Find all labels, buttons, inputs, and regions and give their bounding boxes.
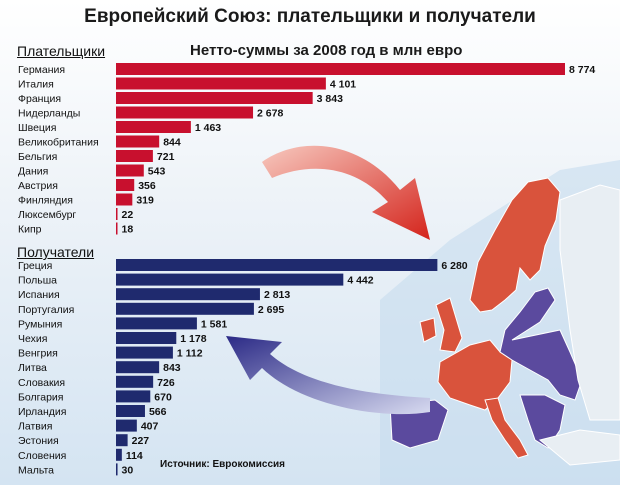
recipients-value-label: 2 695 <box>258 304 284 316</box>
recipients-value-label: 6 280 <box>441 260 467 272</box>
recipients-bar <box>116 317 197 330</box>
recipients-value-label: 30 <box>122 464 134 476</box>
payers-category-label: Люксембург <box>18 209 76 221</box>
main-title: Европейский Союз: плательщики и получате… <box>84 6 536 27</box>
payers-bar <box>116 63 565 75</box>
payers-category-label: Кипр <box>18 224 42 236</box>
payers-bar <box>116 106 254 119</box>
recipients-bar <box>116 273 344 286</box>
recipients-value-label: 114 <box>126 450 143 462</box>
recipients-value-label: 843 <box>163 362 181 374</box>
payers-category-label: Финляндия <box>18 195 73 207</box>
payers-bar <box>116 92 313 104</box>
payers-value-label: 844 <box>163 137 181 149</box>
recipients-section-label: Получатели <box>17 244 94 260</box>
recipients-bar <box>116 390 151 403</box>
recipients-bar <box>116 346 173 359</box>
recipients-bar <box>116 419 137 432</box>
recipients-category-label: Болгария <box>18 391 63 403</box>
payers-bar <box>116 164 144 177</box>
recipients-bar <box>116 405 145 417</box>
payers-category-label: Дания <box>18 166 48 178</box>
recipients-category-label: Чехия <box>18 333 47 345</box>
map-ireland <box>419 317 437 343</box>
recipients-category-label: Румыния <box>18 318 62 330</box>
arrow-recipients-icon <box>226 336 430 415</box>
payers-bar <box>116 135 160 148</box>
payers-bar <box>116 121 191 133</box>
recipients-value-label: 726 <box>157 377 175 389</box>
payers-value-label: 18 <box>122 224 134 236</box>
payers-category-label: Великобритания <box>18 137 99 149</box>
recipients-category-label: Латвия <box>18 421 52 433</box>
payers-bar <box>116 179 135 191</box>
recipients-bar <box>116 332 177 344</box>
map-west-europe <box>437 339 513 411</box>
recipients-value-label: 4 442 <box>347 275 373 287</box>
payers-bar <box>116 150 153 162</box>
recipients-bar <box>116 375 154 388</box>
payers-value-label: 543 <box>148 166 166 178</box>
payers-category-label: Франция <box>18 93 61 105</box>
payers-section-label: Плательщики <box>17 43 105 59</box>
recipients-bar <box>116 434 128 447</box>
payers-section-title: Плательщики <box>17 43 106 59</box>
payers-value-label: 356 <box>138 180 156 192</box>
map-italy <box>484 397 529 459</box>
recipients-value-label: 407 <box>141 421 159 433</box>
recipients-value-label: 1 112 <box>177 348 203 360</box>
recipients-category-label: Польша <box>18 275 57 287</box>
payers-value-label: 22 <box>122 209 134 221</box>
recipients-category-label: Словения <box>18 450 66 462</box>
payers-category-label: Германия <box>18 64 65 76</box>
map-uk <box>435 297 463 353</box>
payers-category-label: Австрия <box>18 180 58 192</box>
payers-bar <box>116 208 118 220</box>
payers-value-label: 4 101 <box>330 79 356 91</box>
recipients-bar <box>116 448 122 461</box>
payers-category-label: Нидерланды <box>18 108 80 120</box>
recipients-category-label: Словакия <box>18 377 65 389</box>
recipients-category-label: Греция <box>18 260 52 272</box>
recipients-value-label: 566 <box>149 406 167 418</box>
recipients-category-label: Венгрия <box>18 348 58 360</box>
payers-value-label: 3 843 <box>317 93 343 105</box>
recipients-category-label: Литва <box>18 362 47 374</box>
recipients-bar <box>116 302 254 315</box>
recipients-bar <box>116 463 118 476</box>
recipients-value-label: 670 <box>154 391 172 403</box>
payers-value-label: 2 678 <box>257 108 283 120</box>
payers-value-label: 1 463 <box>195 122 221 134</box>
recipients-category-label: Ирландия <box>18 406 66 418</box>
payers-value-label: 319 <box>136 195 154 207</box>
recipients-bar <box>116 361 160 374</box>
payers-category-label: Бельгия <box>18 151 57 163</box>
recipients-value-label: 227 <box>132 435 150 447</box>
arrow-payers-icon <box>262 145 430 240</box>
recipients-category-label: Мальта <box>18 464 54 476</box>
source-note: Источник: Еврокомиссия <box>160 459 286 470</box>
chart-subtitle: Нетто-суммы за 2008 год в млн евро <box>190 42 463 59</box>
recipients-category-label: Португалия <box>18 304 74 316</box>
recipients-value-label: 1 581 <box>201 318 227 330</box>
payers-bar <box>116 77 326 90</box>
recipients-value-label: 2 813 <box>264 289 290 301</box>
payers-value-label: 8 774 <box>569 64 595 76</box>
recipients-section-title: Получатели <box>17 244 95 260</box>
payers-bar <box>116 193 133 206</box>
recipients-value-label: 1 178 <box>180 333 206 345</box>
recipients-bar <box>116 259 438 271</box>
payers-bar <box>116 222 118 235</box>
recipients-bar <box>116 288 260 301</box>
payers-category-label: Швеция <box>18 122 57 134</box>
recipients-category-label: Эстония <box>18 435 59 447</box>
payers-value-label: 721 <box>157 151 175 163</box>
map-scandinavia <box>469 177 561 313</box>
payers-category-label: Италия <box>18 79 54 91</box>
recipients-category-label: Испания <box>18 289 60 301</box>
